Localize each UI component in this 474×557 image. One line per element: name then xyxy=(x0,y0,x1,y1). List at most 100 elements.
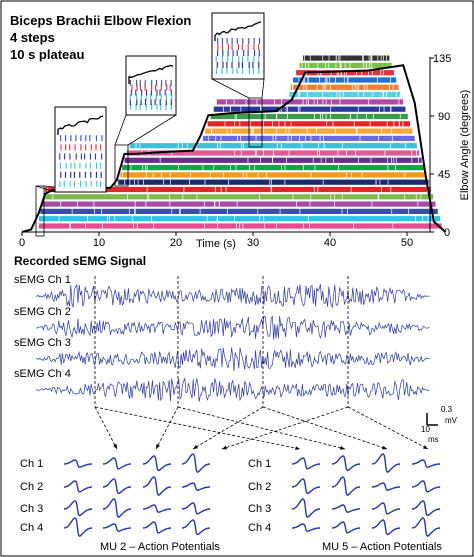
spike-train-row xyxy=(288,92,401,98)
action-potential-wave xyxy=(331,504,361,513)
spike-train-row xyxy=(126,150,420,156)
action-potential-wave xyxy=(142,521,172,534)
action-potential-wave xyxy=(63,517,93,537)
action-potential-wave xyxy=(142,455,172,472)
action-potential-wave xyxy=(102,523,132,532)
spike-train-row xyxy=(202,135,415,141)
scale-amplitude-unit: mV xyxy=(445,416,458,425)
action-potential-wave xyxy=(142,504,172,513)
action-potential-wave xyxy=(102,478,132,495)
spike-train-row xyxy=(210,113,408,120)
spike-source-links xyxy=(94,276,429,450)
y-tick-label: 135 xyxy=(433,53,451,65)
action-potential-wave xyxy=(142,476,172,496)
mu2-row-label: Ch 2 xyxy=(20,481,43,493)
action-potential-wave xyxy=(102,457,132,470)
spike-train-row xyxy=(293,77,397,83)
spike-train-row xyxy=(205,128,413,134)
action-potential-wave xyxy=(291,457,321,470)
action-potential-wave xyxy=(371,519,401,536)
spike-train-row xyxy=(122,165,424,171)
mu5-row-label: Ch 3 xyxy=(248,503,271,515)
scale-bar xyxy=(426,413,438,426)
semg-channel-label: sEMG Ch 1 xyxy=(14,274,71,286)
semg-title: Recorded sEMG Signal xyxy=(14,254,146,268)
spike-train-row xyxy=(207,121,411,127)
spike-link-arrow xyxy=(94,406,301,450)
semg-channel-label: sEMG Ch 3 xyxy=(14,337,71,349)
action-potential-wave xyxy=(411,517,441,537)
spike-link-arrow xyxy=(262,406,388,450)
title-line-3: 10 s plateau xyxy=(10,47,84,62)
spike-link-arrow xyxy=(155,406,179,450)
action-potential-wave xyxy=(291,498,321,518)
action-potential-waveforms xyxy=(63,453,441,537)
x-tick-label: 10 xyxy=(93,237,105,249)
action-potential-wave xyxy=(291,523,321,532)
title-line-2: 4 steps xyxy=(10,30,55,45)
action-potential-wave xyxy=(102,498,132,518)
action-potential-wave xyxy=(371,453,401,473)
x-tick-label: 40 xyxy=(324,237,336,249)
x-tick-label: 20 xyxy=(170,237,182,249)
spike-train-row xyxy=(38,223,442,229)
spike-train-row xyxy=(43,194,434,200)
y-tick-label: 45 xyxy=(438,169,450,181)
zoom-inset xyxy=(211,12,265,148)
mu2-caption: MU 2 – Action Potentials xyxy=(100,541,220,553)
scale-time: 10 xyxy=(421,425,430,434)
action-potential-wave xyxy=(411,459,441,468)
elbow-angle-trace xyxy=(21,64,447,233)
action-potential-wave xyxy=(181,502,211,515)
spike-train-row xyxy=(38,216,441,222)
spike-link-arrow xyxy=(177,406,346,450)
mu5-row-label: Ch 2 xyxy=(248,481,271,493)
action-potential-wave xyxy=(291,478,321,495)
action-potential-wave xyxy=(63,500,93,517)
title-line-1: Biceps Brachii Elbow Flexion xyxy=(10,13,191,28)
action-potential-wave xyxy=(63,459,93,468)
scale-amplitude: 0.3 xyxy=(441,405,453,414)
action-potential-wave xyxy=(371,502,401,515)
spike-train-row xyxy=(213,106,406,112)
mu5-row-label: Ch 1 xyxy=(248,458,271,470)
x-tick-label: 30 xyxy=(247,237,259,249)
spike-link-arrow xyxy=(94,406,118,450)
y-tick-label: 0 xyxy=(444,227,450,239)
spike-link-arrow xyxy=(221,406,349,450)
mu2-row-label: Ch 1 xyxy=(20,458,43,470)
action-potential-wave xyxy=(411,500,441,517)
mu2-row-label: Ch 4 xyxy=(20,522,43,534)
spike-train-row xyxy=(129,143,418,149)
spike-train-row xyxy=(298,62,392,68)
x-ticks xyxy=(21,232,408,236)
x-tick-label: 0 xyxy=(19,237,25,249)
action-potential-wave xyxy=(331,455,361,472)
action-potential-wave xyxy=(181,519,211,536)
spike-train-row xyxy=(216,99,404,105)
spike-train-row xyxy=(42,201,436,207)
y-axis-label: Elbow Angle (degrees) xyxy=(459,90,471,201)
action-potential-wave xyxy=(331,476,361,496)
motor-unit-spike-trains xyxy=(38,55,442,229)
action-potential-wave xyxy=(331,521,361,534)
x-axis-label: Time (s) xyxy=(196,238,236,250)
semg-trace xyxy=(35,347,430,372)
zoom-inset xyxy=(35,106,107,237)
spike-link-arrow xyxy=(347,406,429,450)
spike-train-row xyxy=(40,208,438,214)
spike-train-row xyxy=(118,179,429,185)
zoom-inset xyxy=(114,55,177,187)
action-potential-wave xyxy=(411,480,441,493)
semg-channel-label: sEMG Ch 4 xyxy=(14,368,71,380)
mu5-caption: MU 5 – Action Potentials xyxy=(322,541,442,553)
spike-train-row xyxy=(303,55,390,61)
action-potential-wave xyxy=(181,453,211,473)
zoom-insets xyxy=(35,12,265,237)
scale-time-unit: ms xyxy=(428,435,439,444)
spike-train-row xyxy=(119,172,427,178)
mu5-row-label: Ch 4 xyxy=(248,522,271,534)
spike-link-arrow xyxy=(192,406,264,450)
